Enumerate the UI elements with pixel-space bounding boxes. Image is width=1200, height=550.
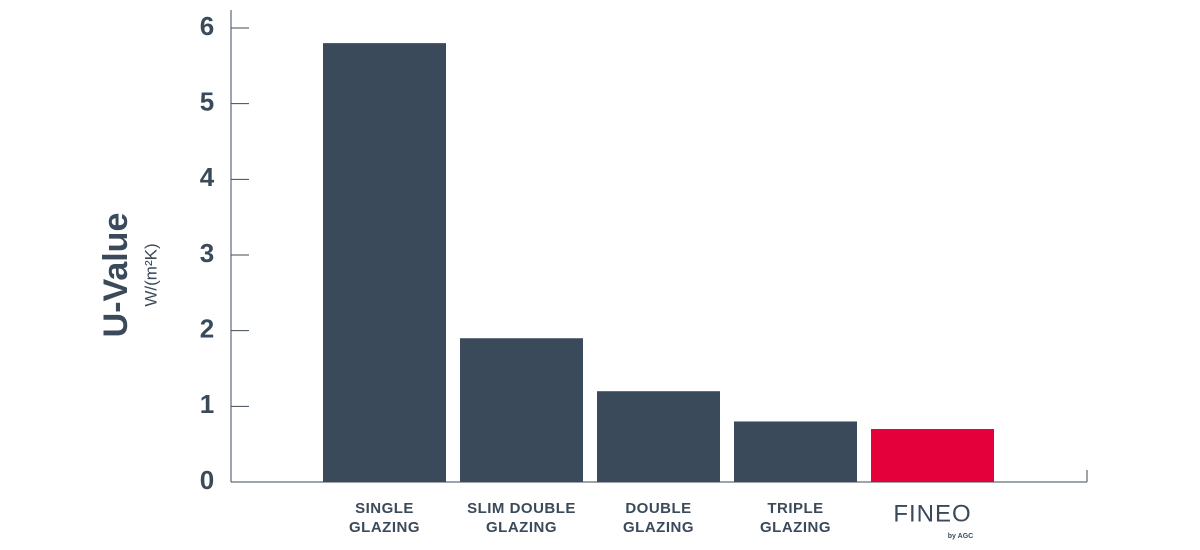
- x-tick-label: SLIM DOUBLE: [467, 500, 576, 517]
- y-axis-title: U-Value: [97, 213, 135, 338]
- x-tick-label: SINGLE: [355, 500, 414, 517]
- y-tick-label: 2: [200, 314, 214, 344]
- y-tick-label: 6: [200, 11, 214, 41]
- y-tick-label: 4: [200, 162, 215, 192]
- y-tick-label: 0: [200, 465, 214, 495]
- logo-text: FINEO: [893, 500, 971, 527]
- bar: [460, 338, 583, 482]
- bar: [597, 391, 720, 482]
- x-tick-label: GLAZING: [486, 519, 557, 536]
- x-tick-label: GLAZING: [349, 519, 420, 536]
- x-tick-label: TRIPLE: [767, 500, 823, 517]
- y-axis-unit: W/(m²K): [141, 243, 160, 306]
- x-tick-label: GLAZING: [623, 519, 694, 536]
- x-tick-label: DOUBLE: [625, 500, 691, 517]
- bar: [323, 43, 446, 483]
- y-tick-label: 5: [200, 87, 214, 117]
- y-tick-label: 3: [200, 238, 214, 268]
- bar: [734, 421, 857, 482]
- y-tick-label: 1: [200, 389, 214, 419]
- bar: [871, 429, 994, 482]
- x-tick-label: GLAZING: [760, 519, 831, 536]
- logo-subtitle: by AGC: [948, 533, 973, 540]
